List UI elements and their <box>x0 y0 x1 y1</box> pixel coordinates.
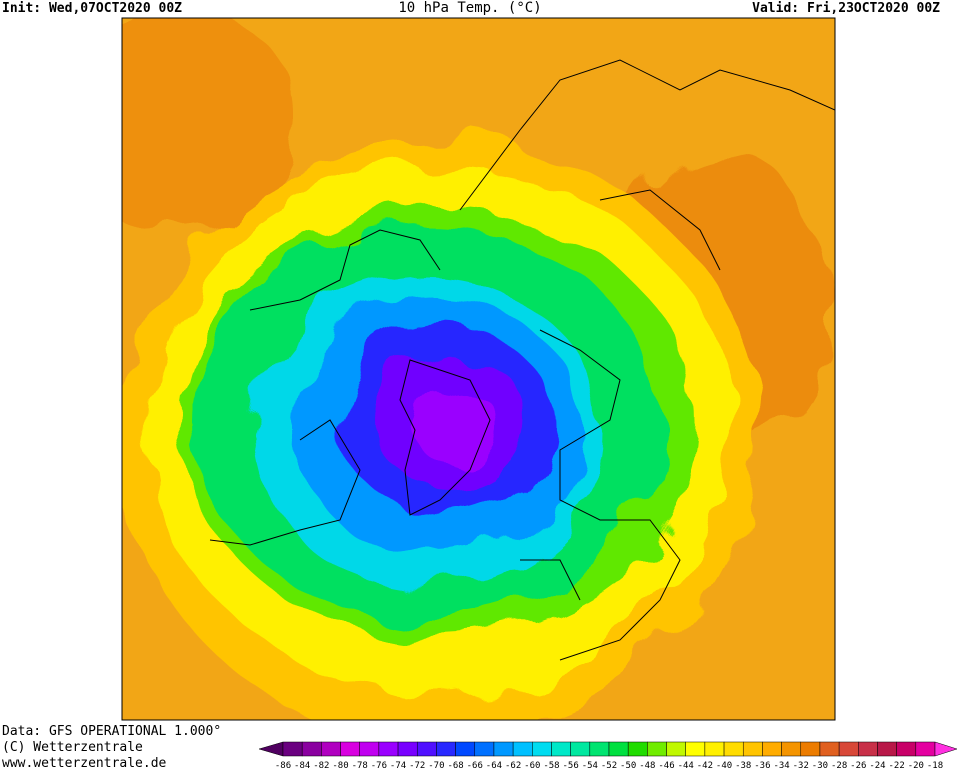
colorbar-end <box>258 741 284 757</box>
colorbar-cell <box>532 741 552 757</box>
greenland <box>399 359 491 516</box>
colorbar-cell <box>647 741 667 757</box>
colorbar-label: -20 <box>908 761 924 770</box>
colorbar-label: -36 <box>754 761 770 770</box>
coastlines <box>209 59 835 661</box>
colorbar-label: -64 <box>486 761 502 770</box>
colorbar-label: -56 <box>563 761 579 770</box>
colorbar-label: -24 <box>869 761 885 770</box>
colorbar-cell <box>359 741 380 757</box>
colorbar-cell <box>512 741 533 757</box>
colorbar-cell <box>282 741 303 757</box>
colorbar-label: -66 <box>467 761 483 770</box>
colorbar-label: -28 <box>831 761 847 770</box>
colorbar-label: -44 <box>678 761 694 770</box>
colorbar-cell <box>877 741 897 757</box>
colorbar-label: -42 <box>697 761 713 770</box>
colorbar: -86 -84 -82 -80 -78 -76 -74 -72 -70 -68 -66 -64 -62-… <box>258 741 958 771</box>
colorbar-cell <box>493 741 514 757</box>
colorbar-cell <box>321 741 341 757</box>
colorbar-cell <box>858 741 878 757</box>
colorbar-cell <box>570 741 591 757</box>
colorbar-cell <box>704 741 725 757</box>
colorbar-cell <box>397 741 418 757</box>
colorbar-label: -86 <box>275 761 291 770</box>
colorbar-cell <box>819 741 840 757</box>
colorbar-label: -32 <box>793 761 809 770</box>
colorbar-label: -34 <box>773 761 789 770</box>
colorbar-label: -48 <box>639 761 655 770</box>
colorbar-label: -52 <box>601 761 617 770</box>
colorbar-cell <box>762 741 782 757</box>
colorbar-label: -38 <box>735 761 751 770</box>
colorbar-cell <box>474 741 495 757</box>
site-url: www.wetterzentrale.de <box>2 756 167 770</box>
colorbar-label: -50 <box>620 761 636 770</box>
colorbar-cell <box>608 741 629 757</box>
valid-label: Valid: Fri,23OCT2020 00Z <box>752 1 940 16</box>
colorbar-label: -84 <box>294 761 310 770</box>
colorbar-label: -80 <box>332 761 348 770</box>
colorbar-label: -74 <box>390 761 406 770</box>
coast-america <box>209 229 441 546</box>
colorbar-cell <box>340 741 360 757</box>
colorbar-cell <box>723 741 744 757</box>
colorbar-cell <box>742 741 763 757</box>
colorbar-cell <box>455 741 476 757</box>
data-source: Data: GFS OPERATIONAL 1.000° <box>2 724 221 739</box>
copyright: (C) Wetterzentrale <box>2 740 143 755</box>
colorbar-label: -46 <box>658 761 674 770</box>
colorbar-label: -62 <box>505 761 521 770</box>
colorbar-label: -22 <box>889 761 905 770</box>
colorbar-cell <box>896 741 917 757</box>
colorbar-label: -40 <box>716 761 732 770</box>
colorbar-label: -78 <box>352 761 368 770</box>
colorbar-label: -54 <box>582 761 598 770</box>
colorbar-label: -30 <box>812 761 828 770</box>
colorbar-cell <box>378 741 399 757</box>
map <box>122 18 835 720</box>
colorbar-cell <box>416 741 437 757</box>
colorbar-end <box>934 741 958 757</box>
init-label: Init: Wed,07OCT2020 00Z <box>2 1 182 16</box>
colorbar-cell <box>589 741 610 757</box>
colorbar-cell <box>915 741 936 757</box>
map-frame <box>121 17 836 721</box>
colorbar-label: -68 <box>447 761 463 770</box>
colorbar-cell <box>838 741 859 757</box>
colorbar-cell <box>551 741 571 757</box>
colorbar-label: -26 <box>850 761 866 770</box>
colorbar-label: -58 <box>543 761 559 770</box>
colorbar-label: -76 <box>371 761 387 770</box>
colorbar-cell <box>301 741 322 757</box>
colorbar-cell <box>627 741 648 757</box>
coast-asia <box>459 59 835 271</box>
map-title: 10 hPa Temp. (°C) <box>398 0 541 16</box>
colorbar-label: -70 <box>428 761 444 770</box>
colorbar-cell <box>685 741 706 757</box>
colorbar-cell <box>800 741 821 757</box>
warm-area <box>122 18 300 230</box>
colorbar-cell <box>666 741 686 757</box>
colorbar-label: -82 <box>313 761 329 770</box>
coast-europe <box>520 329 681 661</box>
colorbar-cell <box>781 741 802 757</box>
contour-purple <box>413 385 497 465</box>
colorbar-label: -18 <box>927 761 943 770</box>
colorbar-label: -72 <box>409 761 425 770</box>
colorbar-cell <box>436 741 456 757</box>
colorbar-label: -60 <box>524 761 540 770</box>
